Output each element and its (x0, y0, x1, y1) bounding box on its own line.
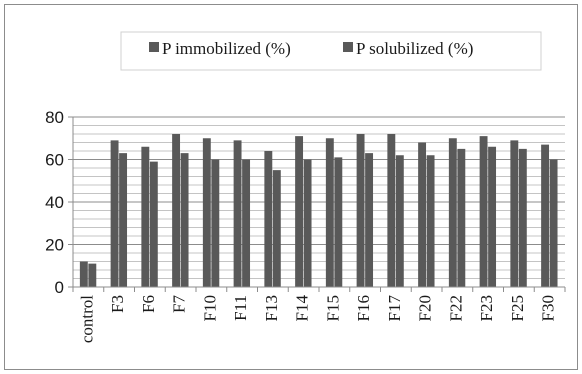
bar-f25-p-immobilized (510, 140, 519, 287)
x-tick-label-f7: F7 (170, 295, 189, 313)
y-tick-label: 0 (55, 278, 64, 297)
bar-f15-p-immobilized (325, 138, 334, 287)
x-tick-label-f17: F17 (385, 295, 404, 322)
x-tick-label-f15: F15 (323, 295, 342, 321)
x-tick-label-f3: F3 (108, 295, 127, 313)
bar-f13-p-solubilized (272, 170, 281, 287)
legend-label-p-solubilized: P solubilized (%) (356, 39, 473, 58)
bar-f13-p-immobilized (264, 151, 273, 287)
legend-box (120, 31, 542, 71)
bar-f22-p-immobilized (448, 138, 457, 287)
bar-f22-p-solubilized (457, 148, 466, 287)
bar-f10-p-solubilized (211, 159, 220, 287)
bar-f23-p-solubilized (488, 146, 497, 287)
bars (79, 134, 558, 287)
bar-chart: P immobilized (%) P solubilized (%) 0 20 4… (45, 31, 566, 343)
bar-f25-p-solubilized (518, 148, 527, 287)
bar-f17-p-solubilized (395, 155, 404, 287)
x-tick-label-control: control (77, 295, 96, 343)
y-axis: 0 20 40 60 80 (45, 108, 74, 297)
x-tick-label-f6: F6 (139, 295, 158, 313)
x-tick-label-f13: F13 (262, 295, 281, 321)
x-tick-label-f10: F10 (200, 295, 219, 321)
bar-f3-p-solubilized (119, 153, 128, 287)
x-tick-label-f11: F11 (231, 295, 250, 321)
bar-f14-p-solubilized (303, 159, 312, 287)
x-tick-label-f14: F14 (293, 295, 312, 322)
y-tick-label: 60 (45, 151, 64, 170)
bar-f20-p-immobilized (418, 142, 427, 287)
bar-f14-p-immobilized (295, 136, 304, 287)
y-tick-label: 40 (45, 193, 64, 212)
x-tick-label-f25: F25 (508, 295, 527, 321)
bar-f10-p-immobilized (202, 138, 211, 287)
x-tick-label-f20: F20 (416, 295, 435, 321)
x-tick-label-f30: F30 (539, 295, 558, 321)
x-tick-label-f23: F23 (477, 295, 496, 321)
y-tick-label: 80 (45, 108, 64, 127)
bar-f20-p-solubilized (426, 155, 435, 287)
bar-f7-p-immobilized (172, 134, 181, 287)
bar-f30-p-immobilized (541, 144, 550, 287)
chart-frame: P immobilized (%) P solubilized (%) 0 20 4… (4, 4, 578, 370)
bar-f30-p-solubilized (549, 159, 558, 287)
x-axis: control F3 F6 F7 F10 F11 F13 F14 F15 F16 F17 F20 F22… (72, 286, 566, 343)
bar-f11-p-immobilized (233, 140, 242, 287)
bar-f7-p-solubilized (180, 153, 189, 287)
legend: P immobilized (%) P solubilized (%) (120, 31, 542, 71)
y-tick-label: 20 (45, 236, 64, 255)
legend-label-p-immobilized: P immobilized (%) (162, 39, 291, 58)
bar-f6-p-immobilized (141, 146, 150, 287)
bar-f3-p-immobilized (110, 140, 119, 287)
legend-swatch-p-solubilized (343, 42, 353, 52)
x-tick-label-f16: F16 (354, 295, 373, 321)
bar-f6-p-solubilized (149, 161, 158, 287)
legend-swatch-p-immobilized (149, 42, 159, 52)
bar-f23-p-immobilized (479, 136, 488, 287)
bar-f11-p-solubilized (242, 159, 251, 287)
bar-f16-p-solubilized (365, 153, 374, 287)
bar-control-p-immobilized (79, 261, 88, 287)
bar-f17-p-immobilized (387, 134, 396, 287)
bar-f16-p-immobilized (356, 134, 365, 287)
bar-control-p-solubilized (88, 263, 97, 287)
bar-f15-p-solubilized (334, 157, 343, 287)
x-tick-label-f22: F22 (446, 295, 465, 321)
